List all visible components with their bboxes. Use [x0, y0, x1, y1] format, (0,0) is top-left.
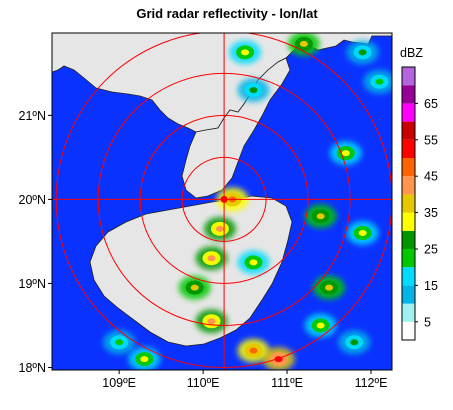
echo-core [249, 347, 258, 354]
echo-core [341, 150, 350, 157]
echo-core [358, 49, 367, 56]
colorbar-tick-label: 15 [424, 279, 438, 293]
x-tick-label: 112ºE [355, 376, 388, 390]
colorbar-tick-label: 25 [424, 243, 438, 257]
echo-core [249, 87, 258, 94]
land-hainan-island [89, 195, 293, 347]
echo-core [299, 40, 308, 47]
echo-core [241, 49, 250, 56]
echo-core [207, 255, 216, 262]
colorbar-bin [402, 321, 415, 340]
colorbar-tick-label: 45 [424, 170, 438, 184]
x-tick-label: 109ºE [102, 376, 136, 390]
colorbar-tick-label: 55 [424, 133, 438, 147]
colorbar-bin [402, 230, 415, 249]
colorbar-bin [402, 103, 415, 122]
echo-core [316, 213, 325, 220]
colorbar-bin [402, 121, 415, 140]
y-tick-label: 18ºN [19, 361, 47, 375]
y-tick-label: 20ºN [19, 193, 47, 207]
echo-core [207, 318, 216, 325]
colorbar-tick-label: 65 [424, 97, 438, 111]
chart-title: Grid radar reflectivity - lon/lat [136, 6, 318, 21]
colorbar-unit: dBZ [400, 46, 423, 60]
echo-core [358, 230, 367, 237]
x-tick-label: 110ºE [187, 376, 220, 390]
colorbar-bin [402, 85, 415, 104]
y-tick-label: 21ºN [19, 109, 47, 123]
echo-core [316, 322, 325, 329]
echo-core [375, 78, 384, 85]
x-axis: 109ºE 110ºE 111ºE 112ºE [102, 370, 387, 390]
colorbar-tick-label: 5 [424, 315, 431, 329]
y-tick-label: 19ºN [19, 277, 47, 291]
colorbar-bin [402, 194, 415, 213]
colorbar: 5 15 25 35 45 55 65 [401, 66, 438, 341]
echo-core [215, 225, 224, 232]
colorbar-bin [402, 267, 415, 286]
colorbar-bin [402, 303, 415, 322]
colorbar-bin [402, 67, 415, 86]
colorbar-bin [402, 176, 415, 195]
colorbar-bin [402, 139, 415, 158]
colorbar-bin [402, 158, 415, 177]
echo-core [249, 259, 258, 266]
x-tick-label: 111ºE [271, 376, 303, 390]
y-axis: 18ºN 19ºN 20ºN 21ºN [19, 109, 52, 375]
echo-core [115, 339, 124, 346]
echo-core [325, 284, 334, 291]
colorbar-tick-label: 35 [424, 206, 438, 220]
colorbar-frame [401, 66, 416, 341]
colorbar-bin [402, 249, 415, 268]
plot-area [52, 33, 392, 370]
echo-core [140, 356, 149, 363]
colorbar-bin [402, 285, 415, 304]
plot-frame [51, 32, 393, 371]
colorbar-bin [402, 212, 415, 231]
echo-core [350, 339, 359, 346]
radar-site-marker [220, 195, 228, 203]
echo-core [190, 284, 199, 291]
